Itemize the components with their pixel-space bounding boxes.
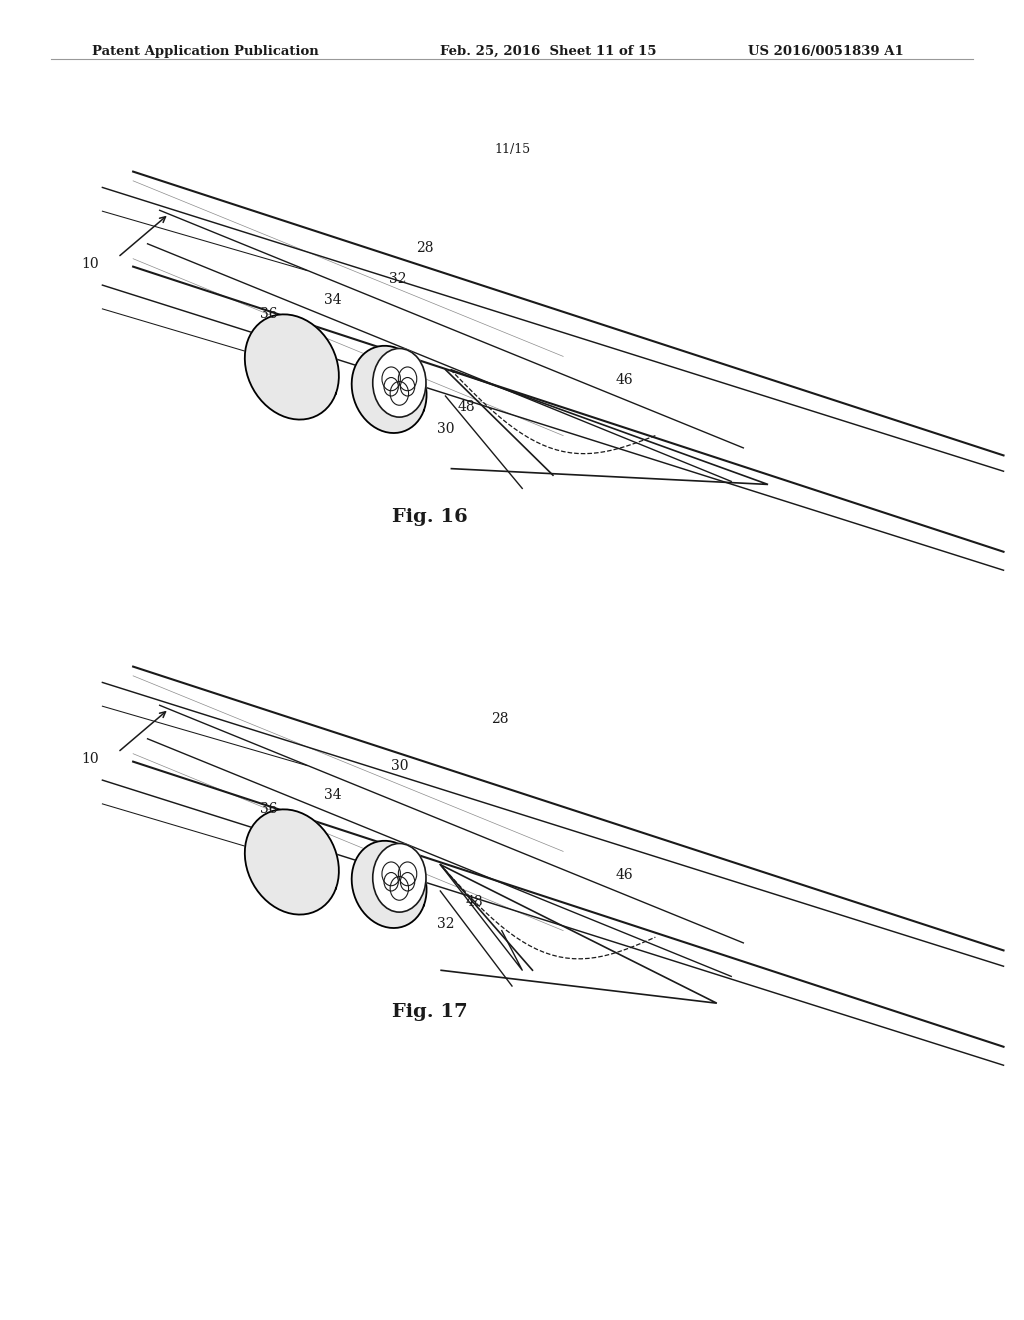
Text: Feb. 25, 2016  Sheet 11 of 15: Feb. 25, 2016 Sheet 11 of 15 [440, 45, 656, 58]
Text: 28: 28 [490, 713, 509, 726]
Circle shape [398, 367, 417, 391]
Text: US 2016/0051839 A1: US 2016/0051839 A1 [748, 45, 903, 58]
Circle shape [398, 862, 417, 886]
Text: 28: 28 [416, 242, 434, 255]
Circle shape [384, 378, 398, 396]
Text: 36: 36 [259, 308, 278, 321]
Text: 32: 32 [388, 272, 407, 285]
Text: Fig. 16: Fig. 16 [392, 508, 468, 527]
Text: Patent Application Publication: Patent Application Publication [92, 45, 318, 58]
Text: 10: 10 [81, 752, 99, 766]
Polygon shape [351, 841, 427, 928]
Text: 46: 46 [615, 869, 634, 882]
Text: 48: 48 [465, 895, 483, 908]
Circle shape [400, 873, 415, 891]
Circle shape [400, 378, 415, 396]
Polygon shape [351, 346, 427, 433]
Text: 30: 30 [436, 422, 455, 436]
Text: 48: 48 [457, 400, 475, 413]
Circle shape [390, 381, 409, 405]
Polygon shape [245, 314, 339, 420]
Text: 30: 30 [390, 759, 409, 772]
Polygon shape [245, 809, 339, 915]
Text: 46: 46 [615, 374, 634, 387]
Text: 10: 10 [81, 257, 99, 271]
Circle shape [384, 873, 398, 891]
Text: 34: 34 [324, 293, 342, 306]
Text: 11/15: 11/15 [494, 143, 530, 156]
Text: 34: 34 [324, 788, 342, 801]
Circle shape [373, 843, 426, 912]
Text: 32: 32 [436, 917, 455, 931]
Circle shape [390, 876, 409, 900]
Circle shape [373, 348, 426, 417]
Text: Fig. 17: Fig. 17 [392, 1003, 468, 1022]
Circle shape [382, 367, 400, 391]
Text: 36: 36 [259, 803, 278, 816]
Circle shape [382, 862, 400, 886]
